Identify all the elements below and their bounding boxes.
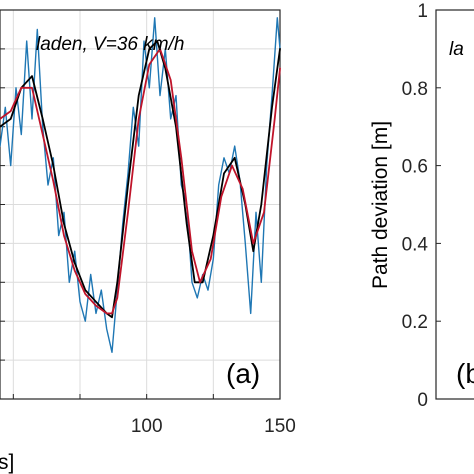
panel-a: 100 150 laden, V=36 km/h (a) s] [0, 9, 296, 474]
panel-a-annotation: laden, V=36 km/h [36, 34, 184, 55]
panel-a-grid [0, 10, 280, 399]
panel-b: 0 0.2 0.4 0.6 0.8 1 la (b Path deviation [m] [369, 1, 474, 411]
y-tick-label: 1 [417, 1, 428, 22]
y-tick-label: 0.4 [402, 234, 429, 255]
series-line-red [0, 48, 281, 315]
y-tick-label: 0.2 [402, 312, 428, 333]
panel-b-annotation: la [449, 39, 464, 60]
series-line-blue [0, 17, 281, 353]
series-line-black [0, 40, 281, 319]
panel-b-label: (b [456, 358, 474, 389]
y-tick-label: 0 [417, 390, 428, 411]
x-tick-label: 150 [264, 416, 296, 437]
panel-a-xlabel: s] [0, 451, 14, 474]
panel-a-ticks: 100 150 [0, 48, 296, 437]
panel-b-ticks: 0 0.2 0.4 0.6 0.8 1 [402, 1, 441, 411]
panel-a-label: (a) [226, 358, 260, 389]
panel-b-ylabel: Path deviation [m] [369, 121, 392, 289]
y-tick-label: 0.6 [402, 157, 428, 178]
panel-b-frame [435, 9, 474, 400]
y-tick-label: 0.8 [402, 79, 428, 100]
panel-a-frame [0, 9, 281, 400]
panel-a-series [0, 17, 281, 353]
x-tick-label: 100 [131, 416, 163, 437]
